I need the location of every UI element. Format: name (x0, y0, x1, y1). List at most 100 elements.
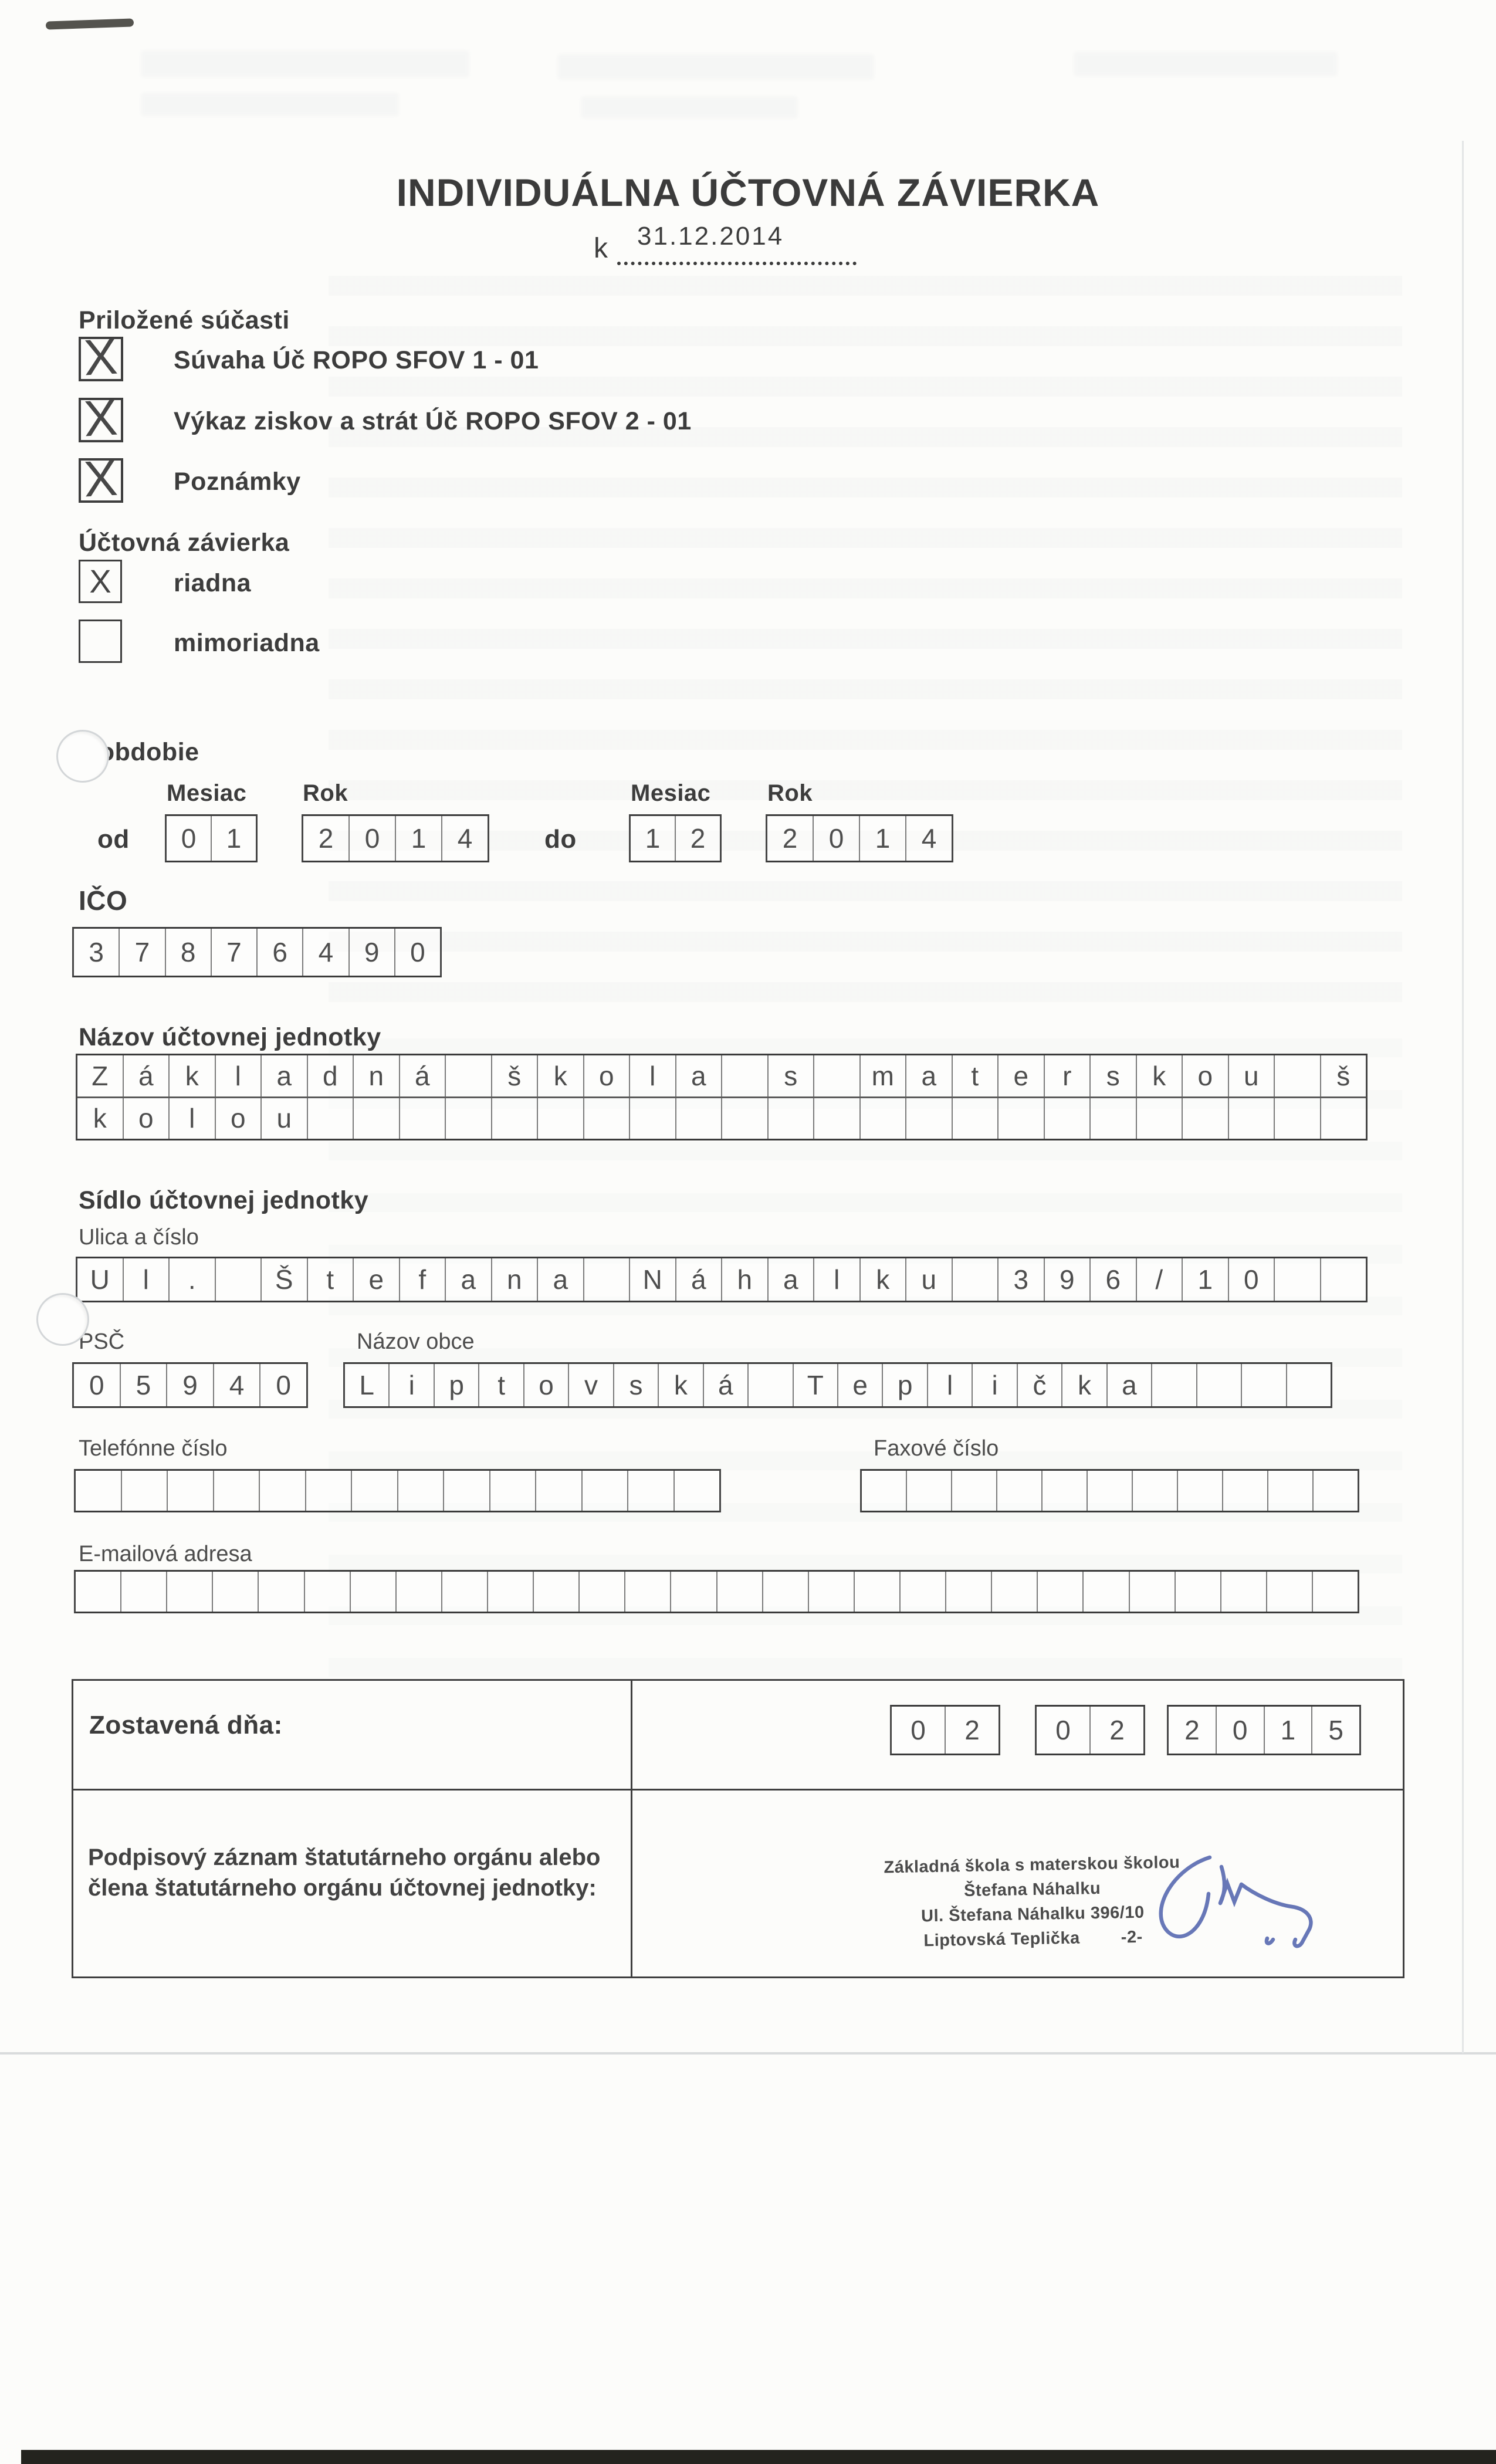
char-cell (442, 1572, 488, 1612)
char-cell (675, 1471, 720, 1511)
char-cell (901, 1572, 947, 1612)
period-to-label: do (544, 825, 577, 854)
char-cell (1321, 1258, 1366, 1301)
char-cell (861, 1098, 906, 1139)
period-year-label-to: Rok (767, 780, 813, 806)
street-label: Ulica a číslo (79, 1225, 199, 1250)
char-cell: 2 (303, 816, 350, 861)
char-cell: 2 (1169, 1707, 1217, 1754)
char-cell: s (769, 1055, 814, 1096)
char-cell: p (435, 1364, 480, 1406)
prepared-date-label: Zostavená dňa: (89, 1711, 283, 1739)
char-cell (1314, 1471, 1358, 1511)
fax-grid (860, 1469, 1359, 1512)
period-month-label-to: Mesiac (631, 780, 711, 806)
char-cell (538, 1098, 584, 1139)
char-cell: U (77, 1258, 124, 1301)
char-cell (1197, 1364, 1243, 1406)
char-cell: t (953, 1055, 999, 1096)
char-cell: 0 (410, 937, 425, 967)
char-cell: 5 (121, 1364, 168, 1406)
attachments-heading: Priložené súčasti (79, 306, 290, 334)
char-cell (1038, 1572, 1084, 1612)
char-cell: 1 (1183, 1258, 1229, 1301)
checkbox-x-mark: X (82, 449, 120, 508)
char-cell (76, 1471, 122, 1511)
char-cell: 0 (350, 816, 396, 861)
checkbox-x-mark: X (89, 563, 111, 600)
as-of-date-value: 31.12.2014 (637, 222, 784, 251)
phone-label: Telefónne číslo (79, 1436, 228, 1461)
char-cell (717, 1572, 763, 1612)
char-cell: N (630, 1258, 676, 1301)
char-cell (444, 1471, 490, 1511)
char-cell: k (861, 1258, 906, 1301)
checkbox-x-mark: X (82, 389, 120, 448)
char-cell: d (308, 1055, 354, 1096)
char-cell (213, 1572, 259, 1612)
char-cell (1313, 1572, 1358, 1612)
char-cell (1091, 1098, 1137, 1139)
char-cell (1221, 1572, 1267, 1612)
footer-box-vertical-divider (631, 1681, 632, 1976)
char-cell (953, 1258, 999, 1301)
char-cell (1275, 1098, 1321, 1139)
char-cell: 0 (1217, 1707, 1265, 1754)
char-cell (1133, 1471, 1178, 1511)
char-cell: 7 (120, 929, 166, 976)
char-cell (216, 1258, 262, 1301)
char-cell: 9 (167, 1364, 214, 1406)
char-cell: p (883, 1364, 928, 1406)
char-cell: m (861, 1055, 906, 1096)
bleed-through-artifact (1074, 52, 1338, 76)
char-cell: 9 (350, 929, 395, 976)
attachment-label-vykaz: Výkaz ziskov a strát Úč ROPO SFOV 2 - 01 (174, 407, 692, 435)
char-cell: n (492, 1258, 538, 1301)
punch-hole (36, 1293, 89, 1346)
bleed-through-artifact (141, 50, 469, 77)
char-cell (855, 1572, 901, 1612)
period-year-label-from: Rok (303, 780, 348, 806)
char-cell: e (999, 1055, 1045, 1096)
char-cell (1183, 1098, 1229, 1139)
char-cell: k (1137, 1055, 1183, 1096)
char-cell (814, 1098, 861, 1139)
char-cell: 0 (1037, 1707, 1091, 1754)
signature-ink (1159, 1855, 1313, 1948)
char-cell (722, 1098, 769, 1139)
checkbox-vykaz: X (79, 390, 123, 447)
footer-box-horizontal-divider (73, 1789, 1403, 1791)
pen-mark-artifact (45, 18, 134, 30)
char-cell (584, 1258, 630, 1301)
char-cell: u (1229, 1055, 1275, 1096)
as-of-prefix: k (594, 233, 608, 264)
char-cell (490, 1471, 536, 1511)
checkbox-mimoriadna (79, 620, 122, 663)
char-cell: Z (77, 1055, 124, 1096)
char-cell: u (262, 1098, 308, 1139)
bleed-through-artifact (141, 93, 399, 116)
char-cell: a (906, 1055, 953, 1096)
char-cell (953, 1098, 999, 1139)
char-cell (671, 1572, 717, 1612)
char-cell: l (124, 1258, 170, 1301)
email-grid (74, 1570, 1359, 1613)
char-cell (625, 1572, 672, 1612)
char-cell: 1 (860, 816, 906, 861)
char-cell (1178, 1471, 1223, 1511)
char-cell (398, 1471, 444, 1511)
char-cell: e (354, 1258, 400, 1301)
char-cell (1267, 1572, 1313, 1612)
bleed-through-artifact (329, 276, 1402, 1027)
char-cell: s (614, 1364, 659, 1406)
char-cell (580, 1572, 626, 1612)
char-cell (583, 1471, 628, 1511)
closing-label-mimoriadna: mimoriadna (174, 629, 320, 657)
